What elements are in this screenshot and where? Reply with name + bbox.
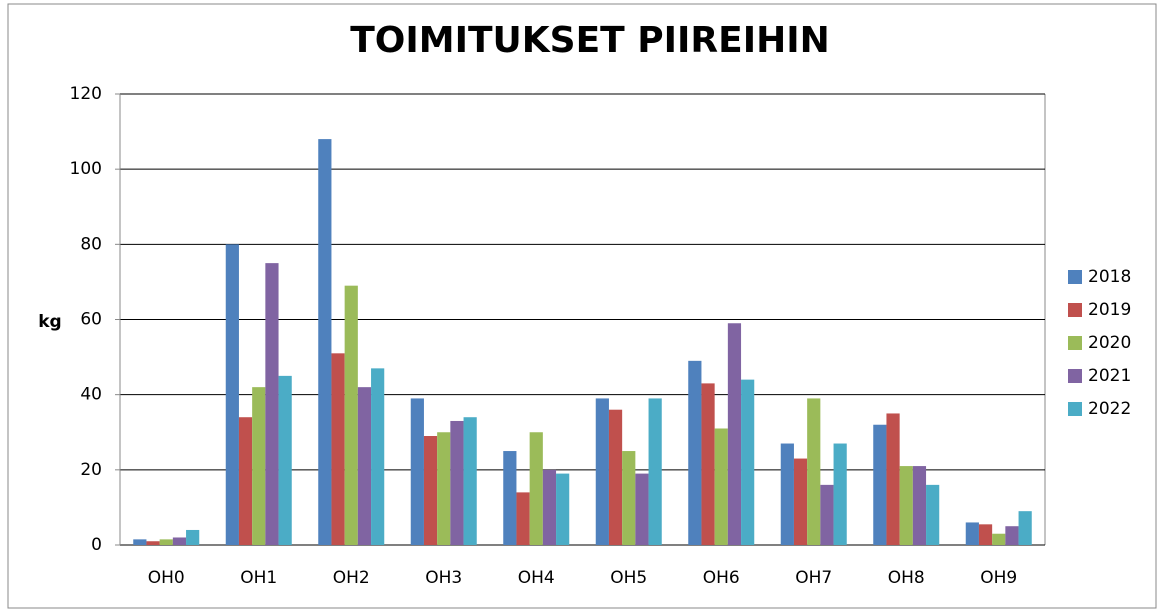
bar <box>807 398 821 545</box>
legend-swatch <box>1068 336 1082 350</box>
bar <box>225 244 239 546</box>
bar <box>978 524 993 545</box>
bar <box>595 398 609 545</box>
bar <box>529 432 543 545</box>
bar <box>410 398 424 545</box>
x-tick-label: OH3 <box>425 568 462 588</box>
bar <box>186 529 200 545</box>
bar <box>331 353 345 545</box>
bar <box>727 323 742 545</box>
bar <box>741 379 755 545</box>
legend-swatch <box>1068 369 1082 383</box>
legend-label: 2021 <box>1088 366 1131 386</box>
bar <box>172 537 187 545</box>
bar <box>899 466 913 545</box>
y-tick-label: 40 <box>80 385 102 405</box>
x-tick-label: OH0 <box>148 568 185 588</box>
bar <box>463 417 477 545</box>
bar <box>820 484 834 545</box>
x-tick-label: OH7 <box>795 568 832 588</box>
bar <box>146 541 160 545</box>
bar <box>793 458 808 545</box>
x-tick-label: OH2 <box>333 568 370 588</box>
y-tick-label: 100 <box>70 159 102 179</box>
bar <box>688 360 702 545</box>
x-tick-label: OH9 <box>980 568 1017 588</box>
bar <box>992 533 1006 545</box>
x-tick-label: OH4 <box>518 568 555 588</box>
legend-label: 2020 <box>1088 333 1131 353</box>
bar <box>278 375 292 545</box>
y-axis-label: kg <box>38 312 61 332</box>
y-tick-label: 20 <box>80 460 102 480</box>
bar <box>556 473 570 545</box>
bar <box>252 387 266 545</box>
bar <box>437 432 451 545</box>
x-tick-label: OH8 <box>888 568 925 588</box>
bar <box>1018 511 1032 545</box>
bar <box>701 383 715 545</box>
legend-label: 2019 <box>1088 300 1131 320</box>
bar <box>503 451 517 545</box>
bar <box>912 466 927 545</box>
legend-label: 2022 <box>1088 399 1131 419</box>
x-tick-label: OH5 <box>610 568 647 588</box>
bar <box>450 420 464 545</box>
bar <box>833 443 847 545</box>
bar <box>423 436 438 545</box>
bar <box>965 522 979 545</box>
bar <box>608 409 623 545</box>
bar <box>622 451 636 545</box>
bar <box>714 428 728 545</box>
bar <box>926 484 940 545</box>
y-tick-label: 80 <box>80 234 102 254</box>
bar <box>635 473 649 545</box>
bar <box>133 539 147 545</box>
bar <box>265 263 279 545</box>
bar <box>873 424 887 545</box>
bar <box>318 139 332 545</box>
y-tick-label: 0 <box>91 535 102 555</box>
legend-swatch <box>1068 402 1082 416</box>
bar <box>357 387 372 545</box>
bar <box>344 285 358 545</box>
bar <box>648 398 662 545</box>
bar <box>1005 526 1019 545</box>
bar <box>542 469 557 545</box>
x-tick-label: OH1 <box>240 568 277 588</box>
bar <box>371 368 385 545</box>
bar <box>886 413 900 545</box>
y-tick-label: 120 <box>70 84 102 104</box>
bar <box>159 539 173 545</box>
legend-swatch <box>1068 270 1082 284</box>
x-tick-label: OH6 <box>703 568 740 588</box>
bar <box>516 492 530 545</box>
legend-label: 2018 <box>1088 267 1131 287</box>
chart-frame <box>7 3 1157 609</box>
bar <box>780 443 794 545</box>
bar <box>238 417 253 545</box>
y-tick-label: 60 <box>80 310 102 330</box>
legend-swatch <box>1068 303 1082 317</box>
chart-title: TOIMITUKSET PIIREIHIN <box>350 20 830 61</box>
